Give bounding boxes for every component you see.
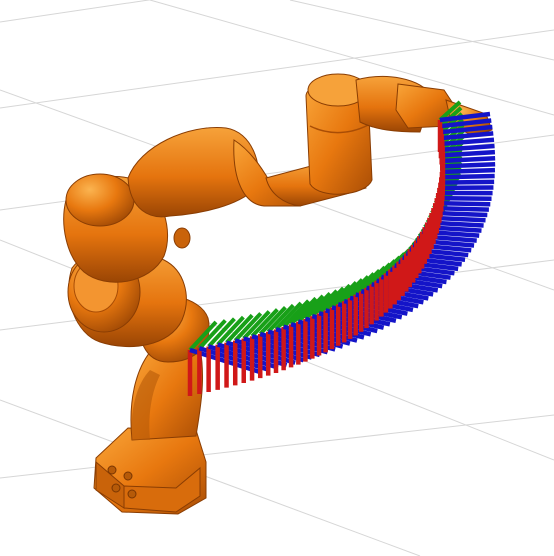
frame-axis-y: [441, 134, 465, 157]
grid-line: [289, 0, 554, 61]
frame-axis-z: [442, 149, 496, 158]
frame-axis-z: [442, 155, 496, 164]
frame-axis-y: [296, 294, 325, 324]
frame-axis-z: [440, 179, 495, 185]
frame-axis-z: [439, 111, 491, 123]
frame-axis-y: [242, 310, 271, 340]
frame-axis-y: [289, 296, 318, 326]
frame-axis-z: [442, 143, 495, 152]
robot-arm-icon[interactable]: [63, 73, 493, 515]
frame-axis-z: [442, 161, 496, 169]
frame-axis-y: [266, 303, 295, 334]
base-bolt: [107, 465, 117, 475]
robot-joint-4-hub: [173, 227, 191, 249]
robot-link-1-shadow: [131, 370, 160, 440]
grid-line: [149, 0, 554, 116]
frame-axis-y: [324, 283, 352, 312]
grid-line: [0, 29, 554, 109]
frame-axis-y: [282, 299, 310, 329]
robot-joint-4: [65, 173, 135, 227]
coordinate-frame-icon: [187, 100, 496, 396]
frame-axis-y: [188, 320, 218, 352]
frame-axis-z: [441, 167, 496, 175]
grid-line: [0, 0, 153, 23]
frame-axis-y: [225, 313, 254, 344]
frame-axis-z: [436, 195, 492, 201]
frame-axis-y: [207, 317, 236, 348]
frame-axis-y: [336, 278, 364, 306]
grid-line: [0, 399, 421, 556]
robot-joint-6-band: [309, 123, 371, 134]
frame-axis-y: [317, 286, 345, 315]
frame-axis-y: [438, 100, 462, 122]
frame-axis-z: [442, 137, 495, 147]
frame-axis-y: [441, 140, 465, 163]
frame-axis-y: [258, 306, 287, 336]
frame-axis-z: [440, 118, 492, 129]
frame-axis-y: [197, 319, 227, 350]
frame-axis-z: [435, 200, 491, 207]
frame-axis-y: [233, 312, 263, 342]
grid-line: [0, 414, 554, 479]
frame-axis-y: [303, 291, 332, 321]
base-bolt: [123, 471, 133, 481]
frame-axis-z: [259, 331, 329, 355]
frame-axis-z: [442, 131, 494, 141]
frame-axis-y: [274, 301, 303, 331]
base-bolt: [111, 483, 121, 493]
frame-axis-y: [330, 281, 358, 309]
frame-axis-z: [441, 173, 495, 180]
frame-axis-y: [441, 129, 465, 152]
frame-axis-y: [250, 308, 279, 338]
base-bolt: [127, 489, 137, 499]
robot-base-front: [123, 466, 201, 513]
frame-axis-z: [441, 124, 493, 135]
frame-axis-y: [216, 315, 245, 346]
frame-axis-z: [251, 334, 321, 358]
frame-axis-y: [310, 289, 339, 318]
